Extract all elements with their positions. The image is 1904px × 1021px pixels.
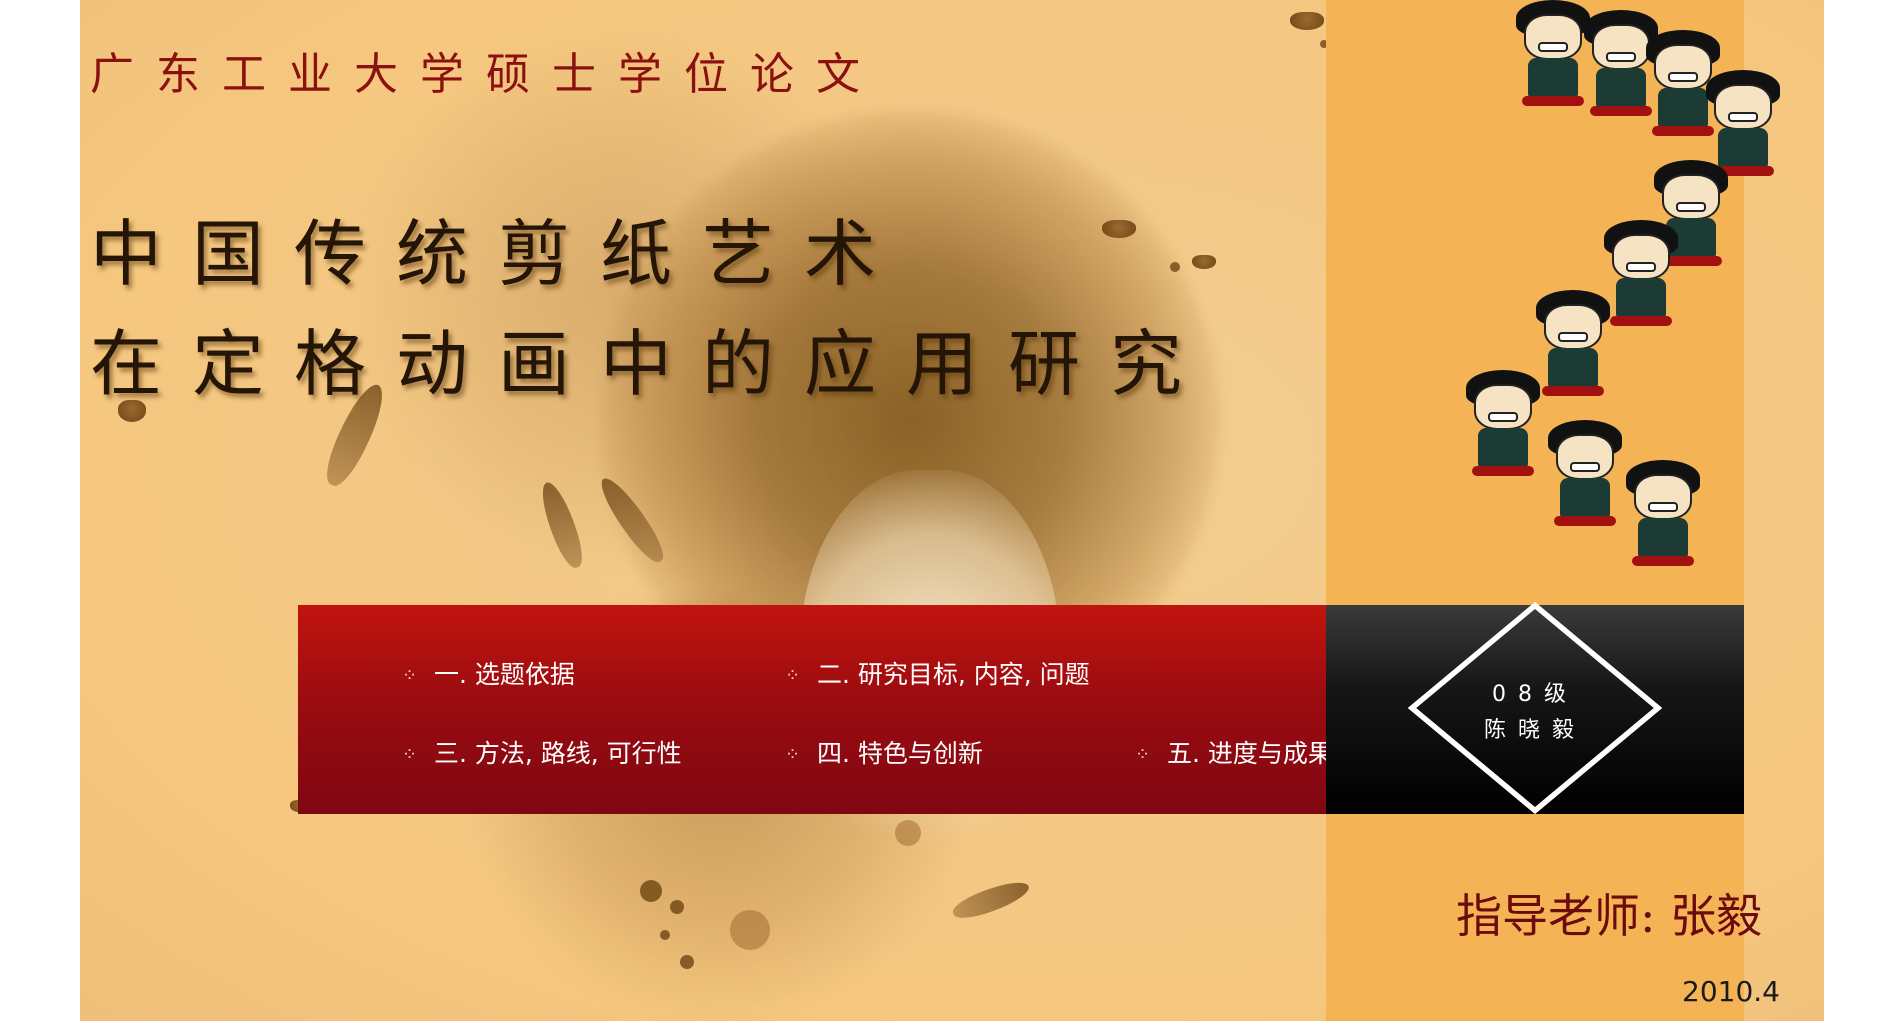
cartoon-character: [1578, 10, 1664, 120]
cartoon-character: [1510, 0, 1596, 110]
ink-dot: [1320, 40, 1328, 48]
cartoon-character: [1648, 160, 1734, 270]
ink-dot: [670, 900, 684, 914]
cartoon-character: [1530, 290, 1616, 400]
menu-item-innovation[interactable]: ⁘ 四. 特色与创新: [785, 734, 983, 770]
thesis-title-line-2: 在定格动画中的应用研究: [90, 322, 1213, 406]
bowl-icon: [118, 400, 146, 422]
cartoon-character: [1640, 30, 1726, 140]
menu-item-label: 三. 方法, 路线, 可行性: [434, 739, 682, 768]
ink-dot: [640, 880, 662, 902]
menu-item-topic-basis[interactable]: ⁘ 一. 选题依据: [402, 655, 575, 691]
ink-dot: [660, 930, 670, 940]
menu-item-label: 一. 选题依据: [434, 660, 575, 689]
menu-item-label: 二. 研究目标, 内容, 问题: [817, 660, 1090, 689]
cartoon-character: [1460, 370, 1546, 480]
thesis-title-line-1: 中国传统剪纸艺术: [90, 212, 907, 296]
diamond-dots-icon: ⁘: [1135, 744, 1151, 765]
university-heading: 广东工业大学硕士学位论文: [90, 49, 882, 100]
cartoon-character: [1598, 220, 1684, 330]
diamond-dots-icon: ⁘: [785, 744, 801, 765]
menu-item-progress[interactable]: ⁘ 五. 进度与成果: [1135, 734, 1333, 770]
bowl-icon: [1102, 220, 1136, 238]
cartoon-character: [1620, 460, 1706, 570]
student-grade: 08级: [1492, 682, 1578, 707]
menu-item-label: 五. 进度与成果: [1167, 739, 1333, 768]
menu-item-methods[interactable]: ⁘ 三. 方法, 路线, 可行性: [402, 734, 682, 770]
ink-dot: [1170, 262, 1180, 272]
date-label: 2010.4: [1682, 975, 1780, 1008]
diamond-dots-icon: ⁘: [402, 665, 418, 686]
cartoon-character: [1542, 420, 1628, 530]
student-name: 陈晓毅: [1483, 718, 1586, 743]
ink-dot: [680, 955, 694, 969]
advisor-label: 指导老师: 张毅: [1456, 889, 1763, 943]
cartoon-character: [1700, 70, 1786, 180]
bowl-icon: [1290, 12, 1324, 30]
diamond-dots-icon: ⁘: [402, 744, 418, 765]
student-info-box: [1326, 605, 1744, 814]
menu-item-label: 四. 特色与创新: [817, 739, 983, 768]
diamond-dots-icon: ⁘: [785, 665, 801, 686]
ink-dot: [730, 910, 770, 950]
menu-item-research-goals[interactable]: ⁘ 二. 研究目标, 内容, 问题: [785, 655, 1090, 691]
bowl-icon: [1192, 255, 1216, 269]
ink-dot: [895, 820, 921, 846]
contents-menu: [298, 605, 1326, 814]
